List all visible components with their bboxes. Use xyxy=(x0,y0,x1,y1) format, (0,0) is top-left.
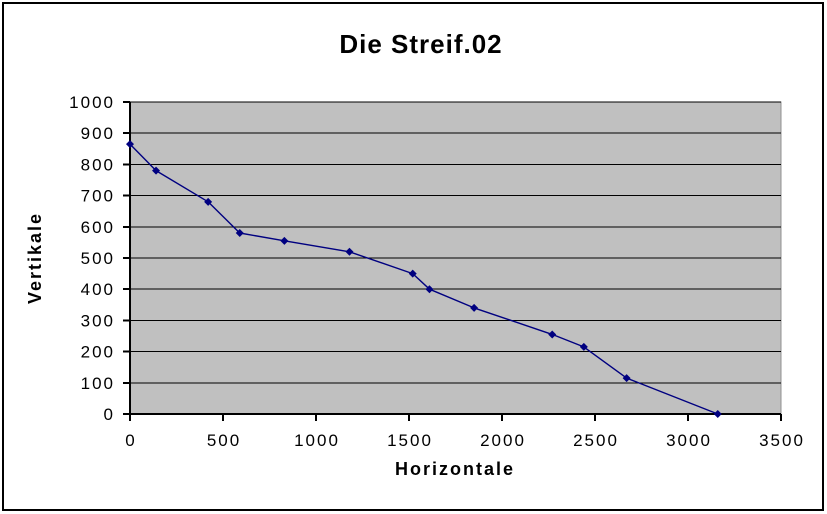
x-tick-label: 2000 xyxy=(480,431,526,450)
data-point-marker xyxy=(235,229,244,238)
data-point-marker xyxy=(152,166,161,175)
y-tick-label: 400 xyxy=(81,280,115,299)
data-point-marker xyxy=(204,197,213,206)
data-point-marker xyxy=(548,330,557,339)
data-point-marker xyxy=(622,374,631,383)
y-tick-label: 1000 xyxy=(69,93,115,112)
x-axis-title: Horizontale xyxy=(395,459,515,479)
data-point-marker xyxy=(579,342,588,351)
x-tick-label: 3500 xyxy=(759,431,805,450)
data-point-marker xyxy=(425,285,434,294)
y-tick-label: 300 xyxy=(81,311,115,330)
y-tick-label: 800 xyxy=(81,155,115,174)
y-tick-label: 0 xyxy=(104,405,115,424)
x-tick-label: 500 xyxy=(207,431,241,450)
data-point-marker xyxy=(345,247,354,256)
y-tick-label: 500 xyxy=(81,249,115,268)
x-tick-label: 1500 xyxy=(387,431,433,450)
plot-layer: 0 100 200 300 400 500 600 700 800 900 1000 0 500 1000… xyxy=(69,93,805,450)
chart-title: Die Streif.02 xyxy=(339,29,502,59)
data-point-marker xyxy=(280,236,289,245)
data-point-marker xyxy=(470,303,479,312)
x-tick-label: 0 xyxy=(125,431,136,450)
y-tick-label: 700 xyxy=(81,187,115,206)
y-tick-label: 200 xyxy=(81,343,115,362)
y-tick-label: 600 xyxy=(81,218,115,237)
x-tick-label: 2500 xyxy=(573,431,619,450)
y-tick-label: 900 xyxy=(81,124,115,143)
y-axis-title: Vertikale xyxy=(25,212,45,304)
data-point-marker xyxy=(126,140,134,149)
data-point-marker xyxy=(408,269,417,278)
x-tick-label: 3000 xyxy=(666,431,712,450)
x-tick-label: 1000 xyxy=(294,431,340,450)
data-point-marker xyxy=(713,410,722,418)
y-tick-label: 100 xyxy=(81,374,115,393)
